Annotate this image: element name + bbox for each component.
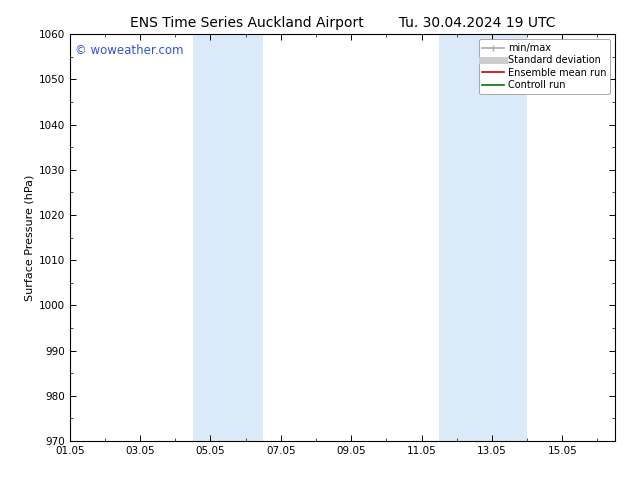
Legend: min/max, Standard deviation, Ensemble mean run, Controll run: min/max, Standard deviation, Ensemble me… (479, 39, 610, 94)
Bar (439, 34, 527, 441)
Y-axis label: Surface Pressure (hPa): Surface Pressure (hPa) (25, 174, 34, 301)
Text: © woweather.com: © woweather.com (75, 45, 184, 57)
Title: ENS Time Series Auckland Airport        Tu. 30.04.2024 19 UTC: ENS Time Series Auckland Airport Tu. 30.… (129, 16, 555, 30)
Bar (193, 34, 263, 441)
